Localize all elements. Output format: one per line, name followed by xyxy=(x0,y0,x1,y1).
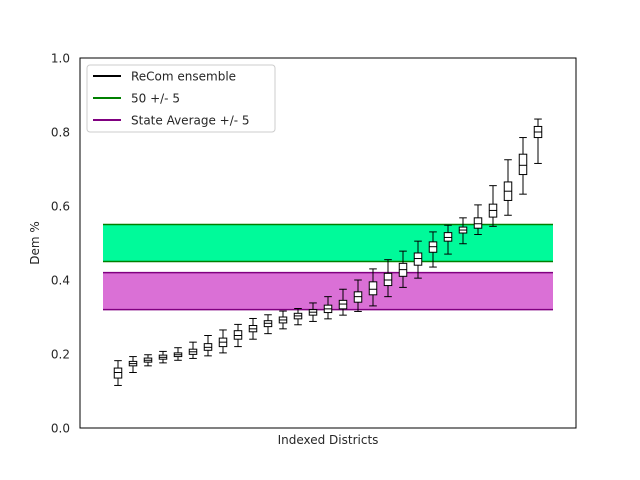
boxplot-series xyxy=(113,118,543,386)
y-tick-label: 0.2 xyxy=(51,348,70,362)
box xyxy=(113,367,123,379)
box xyxy=(473,217,483,229)
box-district-8 xyxy=(218,329,228,354)
box-district-16 xyxy=(338,288,348,316)
x-axis-label: Indexed Districts xyxy=(278,433,379,447)
box xyxy=(383,272,393,287)
y-axis-label: Dem % xyxy=(28,221,42,265)
box-district-3 xyxy=(143,354,153,367)
box xyxy=(518,153,528,176)
box-district-11 xyxy=(263,314,273,335)
box xyxy=(443,232,453,242)
y-tick-label: 0.4 xyxy=(51,274,70,288)
box-district-24 xyxy=(458,217,468,245)
box-district-21 xyxy=(413,240,423,279)
box xyxy=(338,299,348,310)
box-district-6 xyxy=(188,341,198,359)
box-district-27 xyxy=(503,159,513,216)
y-axis: 0.0 0.2 0.4 0.6 0.8 1.0 xyxy=(51,52,70,436)
box-district-15 xyxy=(323,296,333,320)
box-district-23 xyxy=(443,224,453,255)
box-district-4 xyxy=(158,350,168,364)
y-tick-label: 0.0 xyxy=(51,422,70,436)
box-district-28 xyxy=(518,137,528,195)
box-district-29 xyxy=(533,118,543,164)
box-district-7 xyxy=(203,335,213,357)
y-tick-label: 1.0 xyxy=(51,52,70,66)
legend: ReCom ensemble 50 +/- 5 State Average +/- … xyxy=(86,64,276,133)
y-tick-label: 0.8 xyxy=(51,126,70,140)
box-district-26 xyxy=(488,185,498,227)
box-district-17 xyxy=(353,279,363,312)
box-district-1 xyxy=(113,360,123,386)
box-district-13 xyxy=(293,307,303,326)
box xyxy=(368,281,378,296)
box-district-18 xyxy=(368,268,378,307)
box xyxy=(413,252,423,266)
box-district-25 xyxy=(473,204,483,235)
y-tick-label: 0.6 xyxy=(51,200,70,214)
box-district-10 xyxy=(248,317,258,340)
axes-frame xyxy=(79,57,577,429)
box-district-5 xyxy=(173,347,183,361)
legend-label-1: ReCom ensemble xyxy=(131,70,236,84)
box-district-14 xyxy=(308,302,318,322)
legend-frame xyxy=(86,64,276,133)
legend-label-3: State Average +/- 5 xyxy=(131,114,250,128)
box xyxy=(233,330,243,340)
box-district-9 xyxy=(233,323,243,348)
box-district-12 xyxy=(278,310,288,330)
box-district-22 xyxy=(428,231,438,268)
band-1-fill xyxy=(103,224,553,262)
box-district-19 xyxy=(383,259,393,298)
box-district-2 xyxy=(128,356,138,373)
box-district-20 xyxy=(398,250,408,288)
legend-label-2: 50 +/- 5 xyxy=(131,92,180,106)
